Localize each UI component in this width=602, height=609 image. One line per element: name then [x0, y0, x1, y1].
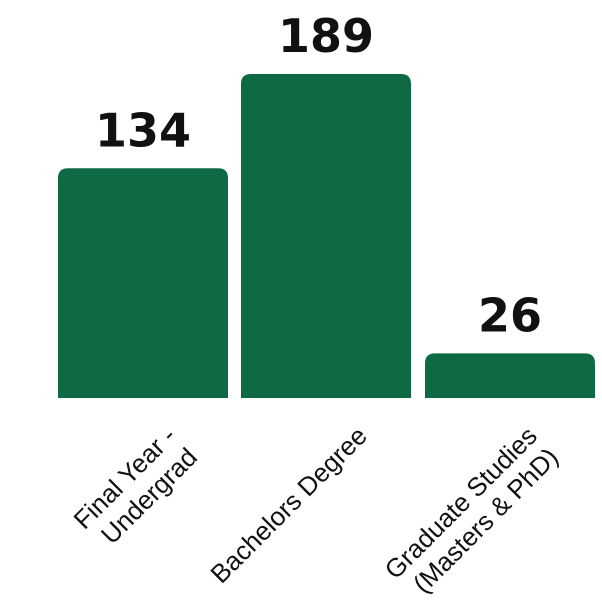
bar-1 — [241, 74, 411, 398]
category-label-2: Graduate Studies(Masters & PhD) — [378, 421, 564, 599]
category-label-0: Final Year -Undergrad — [68, 421, 203, 550]
bar-0 — [58, 168, 228, 398]
category-label-1: Bachelors Degree — [204, 421, 372, 589]
category-label-1-line-0: Bachelors Degree — [204, 421, 372, 589]
value-label-2: 26 — [478, 288, 542, 342]
bar-2 — [425, 353, 595, 398]
bars-group — [58, 74, 595, 398]
value-labels-group: 134 189 26 — [95, 9, 542, 342]
category-labels-group: Final Year -Undergrad Bachelors Degree Gra… — [68, 421, 564, 599]
value-label-0: 134 — [95, 103, 191, 157]
value-label-1: 189 — [278, 9, 374, 63]
